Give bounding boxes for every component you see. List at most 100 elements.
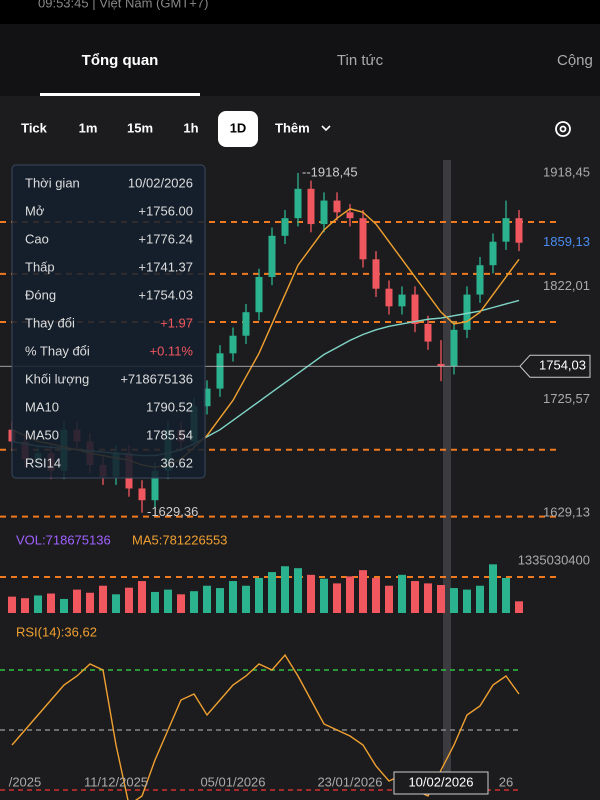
volume-bar — [320, 578, 328, 613]
volume-bar — [437, 585, 445, 613]
candle-body — [229, 335, 237, 354]
candle-body — [151, 470, 159, 501]
interval-selected — [218, 111, 258, 147]
volume-bar — [8, 596, 16, 613]
volume-bar — [515, 601, 523, 613]
tooltip-value: 1790.52 — [146, 399, 193, 414]
settings-icon[interactable] — [555, 121, 571, 137]
tooltip-key: Cao — [25, 231, 49, 246]
date-label: 05/01/2026 — [200, 774, 265, 789]
candle-body — [437, 363, 445, 367]
candle-body — [203, 388, 211, 407]
candle-body — [476, 265, 484, 295]
volume-bar — [359, 570, 367, 613]
tab[interactable]: Tin tức — [337, 52, 384, 69]
date-label: 23/01/2026 — [317, 774, 382, 789]
volume-bar — [229, 581, 237, 613]
tooltip — [11, 164, 206, 479]
tooltip-value: 36.62 — [160, 455, 193, 470]
volume-bar — [242, 585, 250, 613]
tooltip-key: Thấp — [25, 259, 55, 274]
volume-bar — [398, 574, 406, 613]
price-label: 1725,57 — [543, 391, 590, 406]
volume-bar — [86, 592, 94, 613]
candle-body — [216, 353, 224, 389]
tooltip-value: +0.11% — [150, 343, 194, 358]
volume-bar — [255, 577, 263, 613]
tooltip-key: RSI14 — [25, 455, 61, 470]
volume-bar — [489, 564, 497, 613]
crosshair-tag — [519, 354, 591, 378]
interval[interactable]: 1D — [230, 120, 247, 135]
volume-bar — [73, 589, 81, 613]
date-label: 26 — [499, 774, 513, 789]
crosshair-column — [443, 160, 451, 780]
interval[interactable]: Thêm — [275, 120, 310, 135]
price-label: 1822,01 — [543, 278, 590, 293]
volume-bar — [164, 589, 172, 613]
volume-bar — [307, 574, 315, 613]
volume-bar — [190, 591, 198, 613]
interval[interactable]: 1m — [79, 120, 98, 135]
date-label: /2025 — [9, 774, 42, 789]
tooltip-value: 10/02/2026 — [128, 175, 193, 190]
candle-body — [294, 188, 302, 219]
interval[interactable]: Tick — [21, 120, 48, 135]
candle-body — [515, 218, 523, 243]
volume-bar — [502, 577, 510, 613]
rsi-label: RSI(14):36,62 — [16, 624, 97, 639]
tooltip-key: % Thay đổi — [25, 343, 90, 358]
status-bar — [0, 0, 600, 24]
candle-body — [281, 218, 289, 236]
tab[interactable]: Cộng — [557, 52, 593, 69]
volume-bar — [47, 593, 55, 613]
volume-bar — [125, 587, 133, 613]
volume-label: VOL:718675136 — [16, 532, 111, 547]
candle-body — [333, 200, 341, 213]
candle-body — [307, 188, 315, 225]
volume-bar — [34, 595, 42, 613]
interval[interactable]: 1h — [183, 120, 198, 135]
volume-bar — [346, 576, 354, 613]
volume-bar — [151, 591, 159, 613]
date-box — [393, 771, 489, 795]
tab[interactable]: Tổng quan — [82, 52, 159, 69]
tooltip-value: 1785.54 — [146, 427, 193, 442]
volume-bar — [333, 583, 341, 613]
candle-body — [424, 323, 432, 342]
candle-body — [242, 312, 250, 336]
volume-bar — [99, 585, 107, 613]
volume-tick: 1335030400 — [518, 552, 590, 567]
candle-body — [320, 200, 328, 225]
high-label: --1918,45 — [302, 164, 358, 179]
tooltip-value: +1756.00 — [138, 203, 193, 218]
candle-body — [463, 294, 471, 330]
candle-body — [359, 218, 367, 260]
volume-bar — [21, 598, 29, 613]
volume-bar — [411, 581, 419, 613]
volume-bar — [203, 585, 211, 613]
candle-body — [385, 288, 393, 307]
status-text: 09:53:45 | Việt Nam (GMT+7) — [38, 0, 208, 10]
candle-body — [489, 241, 497, 266]
tooltip-key: Thay đổi — [25, 315, 75, 330]
volume-bar — [476, 585, 484, 613]
volume-bar — [450, 588, 458, 613]
volume-bar — [112, 594, 120, 613]
tooltip-key: Khối lượng — [25, 371, 89, 386]
price-label: 1629,13 — [543, 504, 590, 519]
interval[interactable]: 15m — [127, 120, 153, 135]
volume-bar — [177, 594, 185, 613]
candle-body — [138, 488, 146, 501]
candle-body — [398, 294, 406, 307]
low-label: -1629,36 — [147, 504, 198, 519]
tab-underline — [40, 93, 200, 96]
volume-bar — [424, 583, 432, 613]
candle-body — [255, 276, 263, 313]
date-label: 10/02/2026 — [408, 774, 473, 789]
chevron — [321, 125, 331, 132]
candle-body — [372, 259, 380, 289]
volume-bar — [281, 566, 289, 613]
